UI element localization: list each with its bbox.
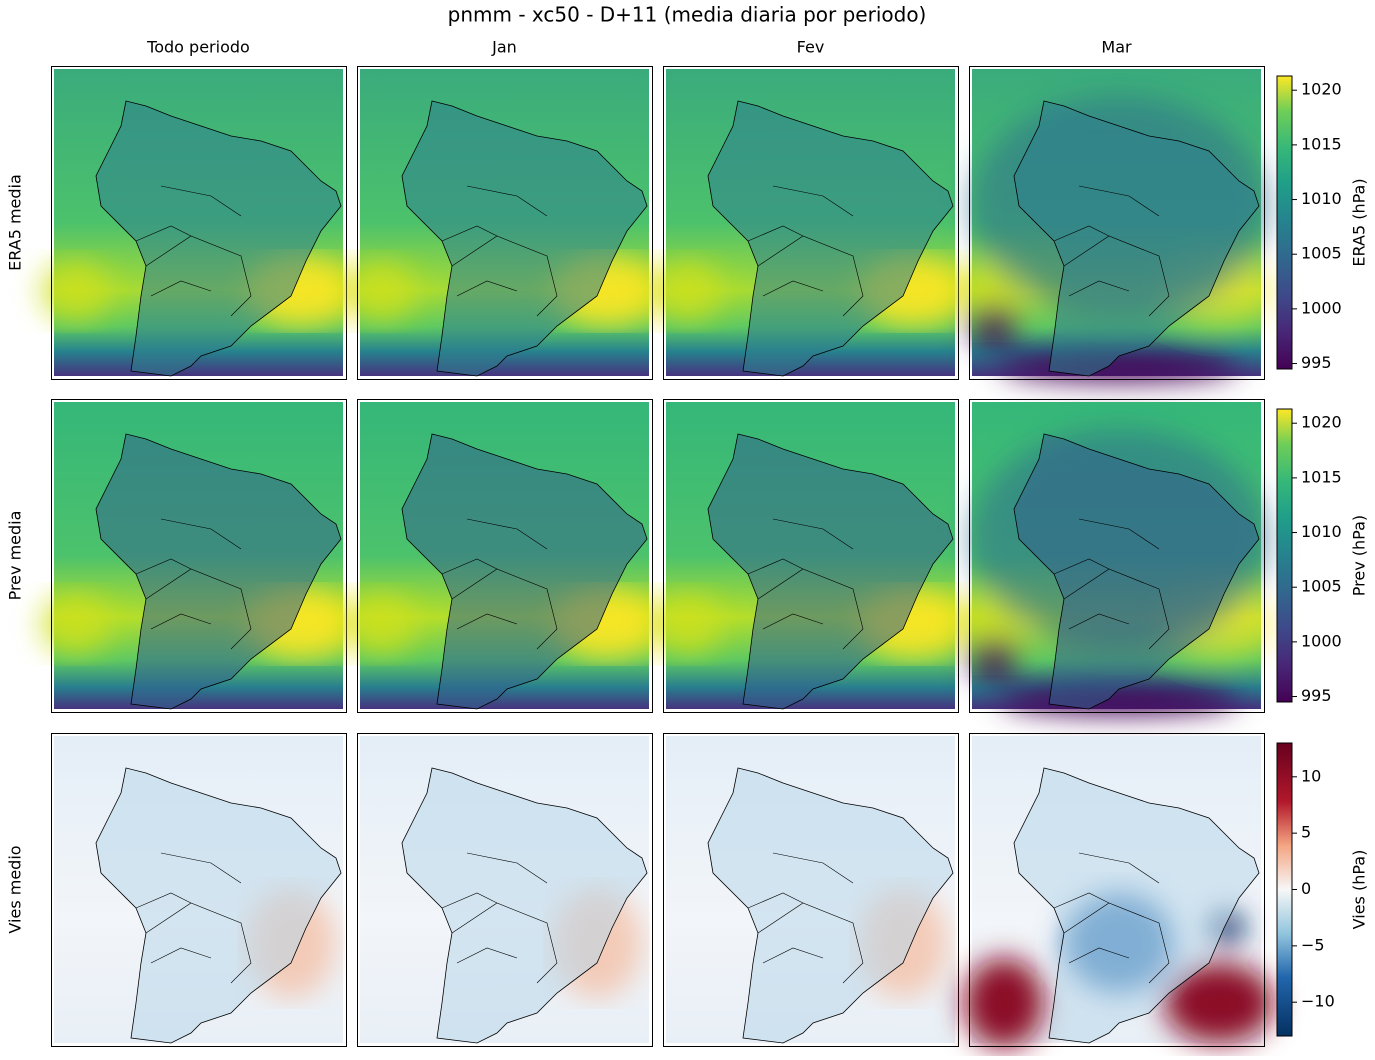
panel-frame [51, 66, 347, 380]
continent [401, 100, 648, 377]
map-panel [959, 66, 1274, 381]
map-panel [41, 399, 356, 713]
continent [1013, 767, 1260, 1044]
country-borders [747, 518, 864, 650]
panel-frame [969, 733, 1265, 1047]
panel-frame [663, 66, 959, 380]
high-pressure [347, 594, 417, 654]
country-borders [135, 852, 252, 984]
map-panel [347, 399, 662, 713]
colorbar [1276, 75, 1293, 370]
panel-frame [663, 399, 959, 713]
panel-frame [969, 399, 1265, 713]
colorbar-tick-label: −5 [1301, 935, 1325, 954]
continent [95, 100, 342, 377]
map-panel [964, 733, 1274, 1048]
high-pressure [41, 594, 111, 654]
continent [95, 433, 342, 710]
colorbar-tick-label: 1005 [1301, 244, 1342, 263]
high-pressure [41, 261, 111, 321]
colorbar-tick-label: 995 [1301, 353, 1332, 372]
positive-bias [1164, 963, 1274, 1043]
panel-frame [357, 66, 653, 380]
colorbar-tick-label: 1010 [1301, 522, 1342, 541]
high-pressure [653, 594, 723, 654]
colorbar-tick-label: 5 [1301, 823, 1311, 842]
country-borders [1053, 518, 1170, 650]
colorbar-tick-label: 1015 [1301, 467, 1342, 486]
row-label: Prev media [6, 511, 25, 601]
continent [1013, 433, 1260, 710]
continent [707, 100, 954, 377]
country-borders [135, 518, 252, 650]
colorbar-label: ERA5 (hPa) [1350, 178, 1369, 266]
panel-frame [357, 733, 653, 1047]
country-borders [441, 518, 558, 650]
continent [95, 767, 342, 1044]
continent [401, 767, 648, 1044]
colorbar-tick-label: 995 [1301, 686, 1332, 705]
panel-frame [663, 733, 959, 1047]
colorbar [1276, 742, 1293, 1037]
column-title: Todo periodo [146, 38, 250, 57]
map-panel [41, 66, 356, 380]
colorbar [1276, 408, 1293, 703]
continent [1013, 100, 1260, 377]
country-borders [747, 852, 864, 984]
continent [401, 433, 648, 710]
colorbar-tick-label: 0 [1301, 879, 1311, 898]
map-panel [959, 399, 1274, 714]
country-borders [1053, 185, 1170, 317]
colorbar-tick-label: 10 [1301, 766, 1321, 785]
low-pressure [969, 639, 1019, 679]
colorbar-tick-label: 1005 [1301, 577, 1342, 596]
country-borders [441, 852, 558, 984]
colorbar-label: Vies (hPa) [1350, 850, 1369, 930]
colorbar-tick-label: 1015 [1301, 134, 1342, 153]
column-title: Jan [491, 38, 517, 57]
map-panel [663, 733, 959, 1047]
map-panel [347, 66, 662, 380]
high-pressure [347, 261, 417, 321]
colorbar-tick-label: 1000 [1301, 631, 1342, 650]
colorbar-tick-label: 1020 [1301, 413, 1342, 432]
panel-frame [51, 399, 347, 713]
column-title: Fev [797, 38, 825, 57]
country-borders [441, 185, 558, 317]
country-borders [135, 185, 252, 317]
panel-frame [51, 733, 347, 1047]
low-pressure [969, 306, 1019, 346]
positive-bias [964, 958, 1044, 1048]
high-pressure [653, 261, 723, 321]
row-label: ERA5 media [6, 174, 25, 271]
column-title: Mar [1101, 38, 1132, 57]
continent [707, 767, 954, 1044]
map-panel [51, 733, 347, 1047]
map-panel [653, 399, 968, 713]
row-label: Vies medio [6, 845, 25, 933]
map-panel [653, 66, 968, 380]
country-borders [747, 185, 864, 317]
colorbar-tick-label: −10 [1301, 992, 1335, 1011]
colorbar-tick-label: 1020 [1301, 80, 1342, 99]
panel-frame [357, 399, 653, 713]
continent [707, 433, 954, 710]
country-borders [1053, 852, 1170, 984]
panel-frame [969, 66, 1265, 380]
map-panel [357, 733, 653, 1047]
colorbar-tick-label: 1000 [1301, 298, 1342, 317]
colorbar-label: Prev (hPa) [1350, 515, 1369, 596]
figure-title: pnmm - xc50 - D+11 (media diaria por per… [448, 3, 927, 27]
colorbar-tick-label: 1010 [1301, 189, 1342, 208]
